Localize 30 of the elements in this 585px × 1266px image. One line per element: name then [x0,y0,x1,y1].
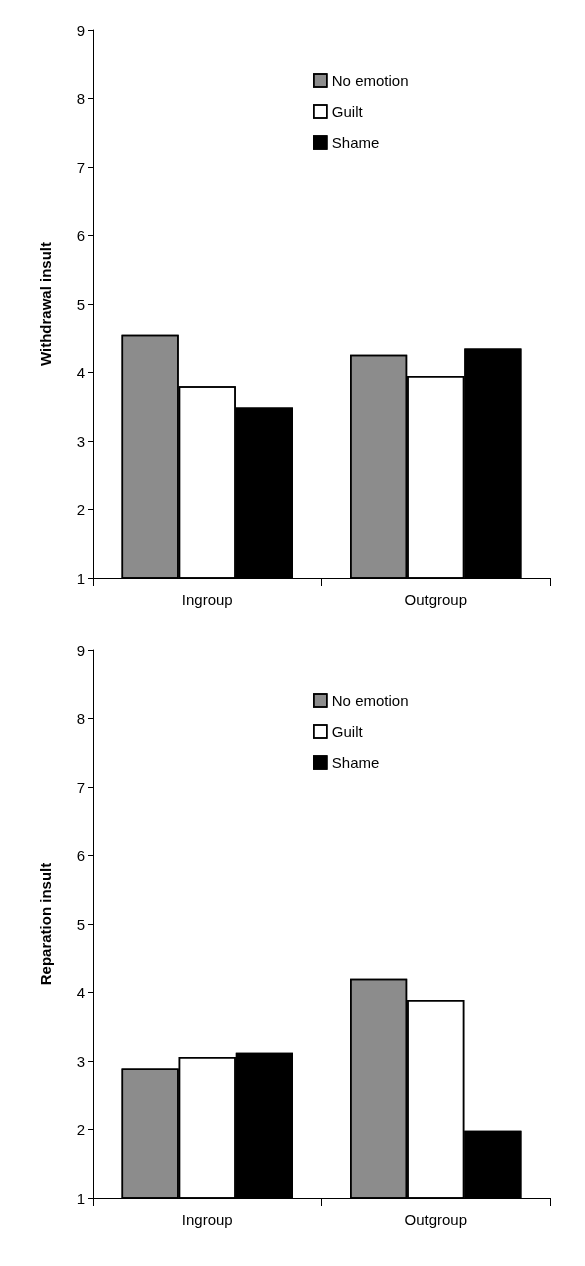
y-tick-label: 3 [76,432,85,450]
legend-label: Guilt [331,723,364,740]
y-tick-label: 9 [76,21,85,39]
y-tick-label: 9 [76,641,85,659]
legend-label: No emotion [331,692,409,709]
y-tick-label: 3 [76,1052,85,1070]
y-axis-title: Reparation insult [37,862,54,986]
y-tick-label: 4 [76,364,85,381]
y-tick-label: 5 [76,915,85,933]
y-tick-label: 2 [76,501,85,518]
y-axis-title: Withdrawal insult [37,241,54,367]
y-tick-label: 7 [76,778,85,796]
legend-label: Shame [331,754,380,771]
y-tick-label: 8 [76,90,85,107]
legend-label: Shame [331,134,380,151]
x-tick-label: Ingroup [181,591,233,608]
y-tick-label: 1 [76,1189,85,1207]
y-tick-label: 5 [76,295,85,313]
y-tick-label: 1 [76,569,85,587]
legend-label: No emotion [331,72,409,89]
y-tick-label: 4 [76,984,85,1001]
y-tick-label: 6 [76,227,85,244]
y-tick-label: 6 [76,847,85,864]
x-tick-label: Outgroup [404,1211,468,1228]
x-tick-label: Ingroup [181,1211,233,1228]
y-tick-label: 8 [76,710,85,727]
y-tick-label: 7 [76,158,85,176]
y-tick-label: 2 [76,1121,85,1138]
legend-label: Guilt [331,103,364,120]
x-tick-label: Outgroup [404,591,468,608]
